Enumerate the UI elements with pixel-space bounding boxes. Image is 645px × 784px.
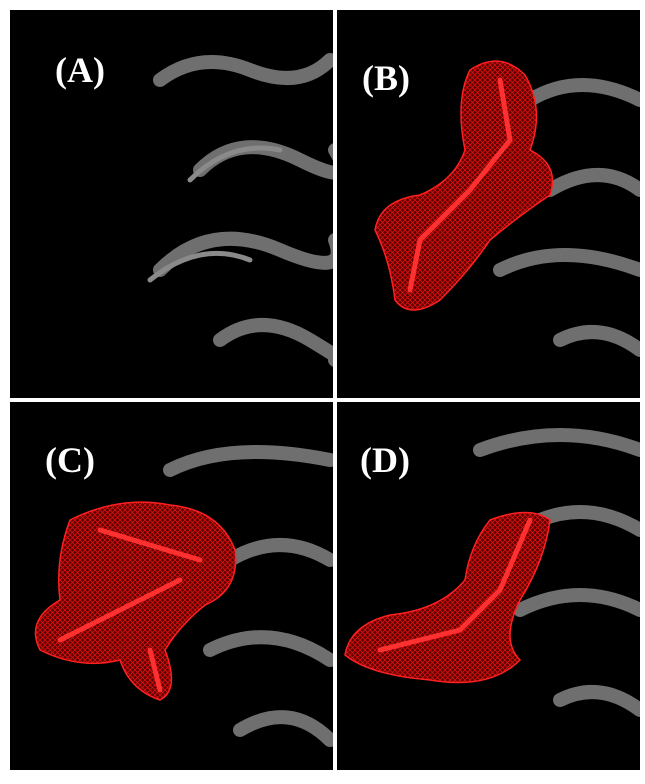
panel-b: (B): [337, 10, 640, 398]
panel-label: (D): [360, 440, 410, 480]
panel-d: (D): [337, 402, 640, 770]
figure: (A) (B) (C) (D): [0, 0, 645, 784]
panel-label: (A): [55, 50, 105, 90]
panel-label: (C): [45, 440, 95, 480]
panel-a: (A): [10, 10, 343, 398]
panel-c: (C): [10, 402, 333, 770]
panel-label: (B): [362, 58, 410, 98]
